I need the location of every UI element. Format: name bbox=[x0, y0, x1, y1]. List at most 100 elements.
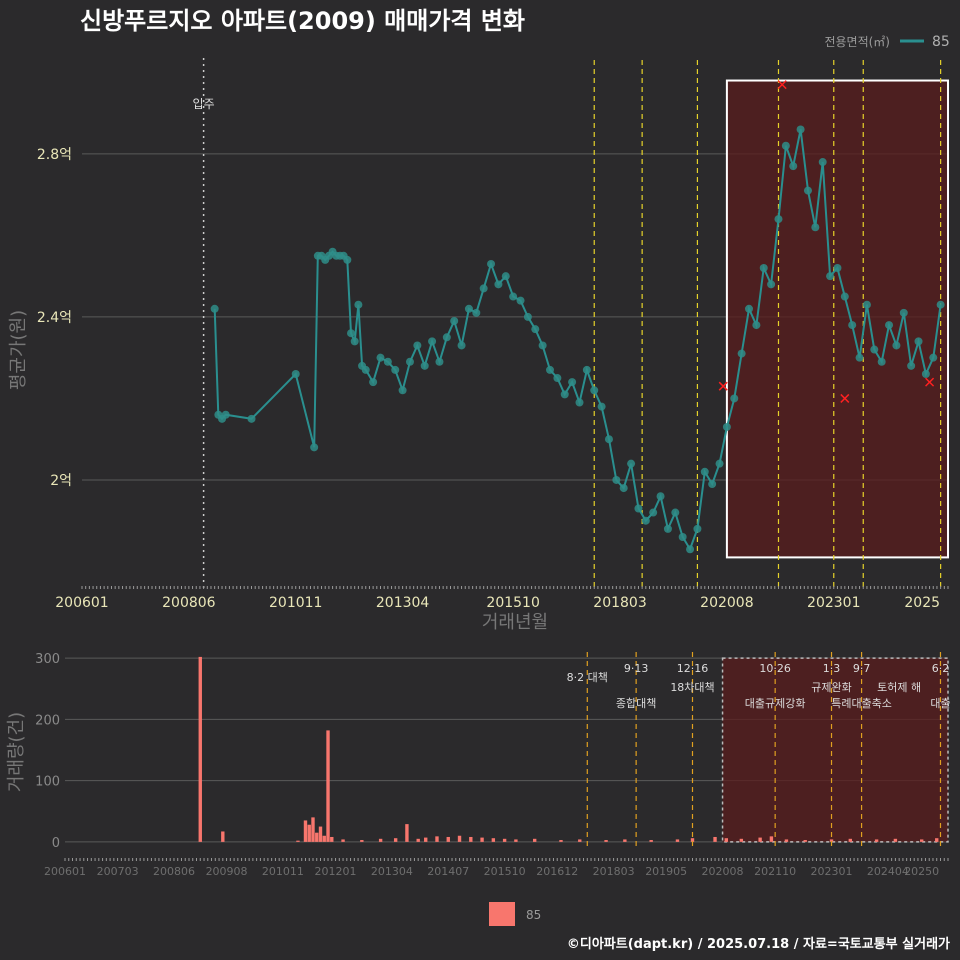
data-point bbox=[383, 357, 392, 366]
policy-label: 18차대책 bbox=[670, 681, 714, 694]
policy-label: 규제완화 bbox=[811, 681, 851, 694]
y-axis-label: 거래량(건) bbox=[6, 712, 27, 792]
volume-bar bbox=[341, 839, 345, 842]
data-point bbox=[501, 272, 510, 281]
policy-label: 대출규제강화 bbox=[745, 697, 806, 710]
data-point bbox=[840, 292, 849, 301]
data-point bbox=[870, 345, 879, 354]
volume-bar bbox=[559, 840, 563, 842]
data-point bbox=[686, 545, 695, 554]
policy-label: 종합대책 bbox=[616, 697, 656, 710]
data-point bbox=[899, 308, 908, 317]
volume-bar bbox=[315, 832, 319, 842]
data-point bbox=[291, 369, 300, 378]
data-point bbox=[619, 484, 628, 493]
volume-bar bbox=[457, 835, 462, 842]
volume-bar bbox=[469, 836, 473, 842]
data-point bbox=[921, 369, 930, 378]
data-point bbox=[494, 280, 503, 289]
volume-bar bbox=[424, 837, 428, 842]
data-point bbox=[752, 321, 761, 330]
data-point bbox=[413, 341, 422, 350]
data-point bbox=[604, 435, 613, 444]
volume-bar bbox=[784, 839, 789, 842]
data-point bbox=[877, 357, 886, 366]
data-point bbox=[700, 467, 709, 476]
y-tick-label: 2.4억 bbox=[37, 310, 72, 326]
red-marker bbox=[718, 381, 728, 391]
data-point bbox=[376, 353, 385, 362]
data-point bbox=[811, 223, 820, 232]
data-point bbox=[479, 284, 488, 293]
x-tick-label: 20250 bbox=[904, 865, 939, 878]
volume-bar bbox=[713, 836, 717, 842]
data-point bbox=[398, 386, 407, 395]
policy-label: 8·2 대책 bbox=[567, 671, 608, 684]
volume-bar bbox=[739, 838, 744, 842]
volume-bar bbox=[578, 839, 582, 842]
volume-bar bbox=[623, 839, 627, 842]
x-tick-label: 202110 bbox=[754, 865, 796, 878]
data-point bbox=[575, 398, 584, 407]
volume-bar bbox=[724, 838, 729, 842]
volume-bar bbox=[416, 838, 420, 842]
data-point bbox=[759, 264, 768, 273]
x-tick-label: 201201 bbox=[315, 865, 357, 878]
x-tick-label: 202301 bbox=[811, 865, 853, 878]
data-point bbox=[568, 378, 577, 387]
legend-label: 85 bbox=[932, 34, 950, 50]
volume-bar bbox=[502, 838, 507, 842]
volume-bar bbox=[675, 839, 680, 842]
data-point bbox=[848, 321, 857, 330]
x-tick-label: 200601 bbox=[44, 865, 86, 878]
y-tick-label: 300 bbox=[35, 652, 60, 667]
volume-bar bbox=[307, 824, 311, 842]
data-point bbox=[612, 475, 621, 484]
volume-bar bbox=[221, 831, 225, 842]
x-tick-label: 200806 bbox=[162, 595, 216, 611]
data-point bbox=[509, 292, 518, 301]
chart-title: 신방푸르지오 아파트(2009) 매매가격 변화 bbox=[80, 7, 525, 35]
data-point bbox=[247, 414, 256, 423]
bottom-legend-label: 85 bbox=[526, 908, 541, 922]
policy-date: 1·3 bbox=[823, 662, 841, 675]
volume-bar bbox=[318, 826, 323, 842]
x-tick-label: 200908 bbox=[206, 865, 248, 878]
volume-bar bbox=[874, 839, 879, 842]
volume-bar bbox=[649, 840, 653, 842]
x-tick-label: 201407 bbox=[427, 865, 469, 878]
x-axis-label: 거래년월 bbox=[482, 612, 548, 633]
volume-bar bbox=[435, 836, 439, 842]
x-tick-label: 201011 bbox=[269, 595, 322, 611]
volume-bar bbox=[769, 836, 774, 842]
volume-bar bbox=[446, 836, 450, 842]
volume-bar bbox=[532, 838, 537, 842]
data-point bbox=[649, 508, 658, 517]
volume-bar bbox=[405, 824, 409, 842]
x-tick-label: 201803 bbox=[593, 595, 646, 611]
volume-bar bbox=[393, 838, 398, 842]
y-tick-label: 2.8억 bbox=[37, 147, 72, 163]
red-marker bbox=[777, 80, 787, 90]
y-tick-label: 2억 bbox=[50, 473, 72, 489]
red-marker bbox=[840, 393, 850, 403]
data-point bbox=[671, 508, 680, 517]
x-tick-label: 201803 bbox=[593, 865, 635, 878]
y-tick-label: 100 bbox=[35, 775, 60, 790]
data-point bbox=[767, 280, 776, 289]
data-point bbox=[737, 349, 746, 358]
x-tick-label: 201304 bbox=[376, 595, 430, 611]
data-point bbox=[597, 402, 606, 411]
data-point bbox=[531, 325, 540, 334]
highlight-region bbox=[721, 657, 949, 843]
volume-bar bbox=[491, 838, 496, 842]
footer-credit: ©디아파트(dapt.kr) / 2025.07.18 / 자료=국토교통부 실… bbox=[567, 936, 950, 952]
data-point bbox=[221, 410, 230, 419]
policy-date: 12·16 bbox=[677, 662, 709, 675]
data-point bbox=[354, 300, 363, 309]
volume-bar bbox=[935, 838, 939, 842]
x-tick-label: 202008 bbox=[700, 595, 753, 611]
volume-bar bbox=[303, 820, 308, 842]
volume-bar bbox=[326, 730, 330, 842]
data-point bbox=[538, 341, 547, 350]
